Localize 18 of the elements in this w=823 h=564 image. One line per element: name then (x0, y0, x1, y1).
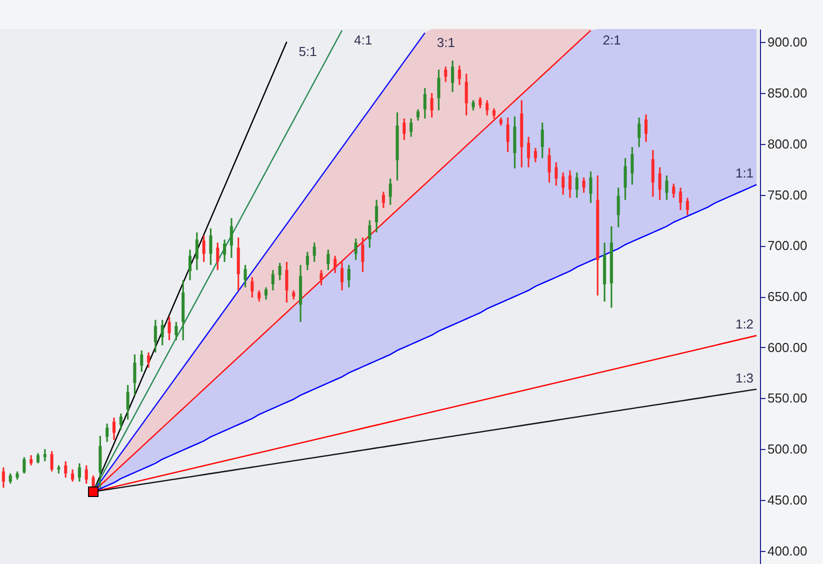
y-tick-label: 500.00 (768, 442, 808, 457)
y-tick-label: 450.00 (768, 492, 808, 508)
y-tick-label: 750.00 (768, 187, 808, 202)
y-tick-label: 550.00 (768, 390, 808, 406)
series-label: 4:1 (354, 32, 372, 48)
series-label: 5:1 (298, 44, 317, 59)
y-tick-label: 700.00 (768, 238, 808, 254)
y-tick-label: 850.00 (768, 86, 808, 101)
y-tick-label: 800.00 (768, 136, 808, 152)
y-tick-label: 600.00 (768, 340, 808, 355)
series-label: 1:3 (735, 370, 754, 386)
y-tick-label: 900.00 (768, 34, 808, 50)
series-label: 3:1 (436, 34, 455, 50)
series-label: 1:1 (735, 166, 754, 181)
y-tick-label: 650.00 (768, 289, 808, 304)
series-label: 2:1 (602, 32, 621, 48)
y-tick-label: 400.00 (768, 543, 808, 558)
series-label: 1:2 (735, 316, 754, 332)
